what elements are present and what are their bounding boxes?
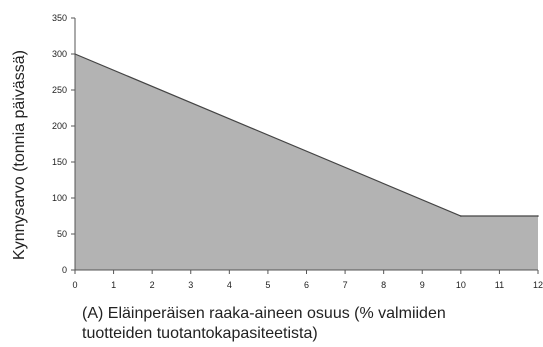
area-fill [75,54,538,270]
y-tick-label: 100 [52,193,67,203]
x-tick-label: 8 [381,280,386,290]
y-tick-label: 300 [52,49,67,59]
y-tick-label: 50 [57,229,67,239]
data-point [460,215,462,217]
x-axis-label-line-1: (A) Eläinperäisen raaka-aineen osuus (% … [82,305,446,322]
x-tick-label: 5 [265,280,270,290]
x-axis-label-line-2: tuotteiden tuotantokapasiteetista) [82,325,318,342]
y-tick-label: 250 [52,85,67,95]
x-tick-label: 2 [150,280,155,290]
x-tick-label: 6 [304,280,309,290]
x-tick-label: 12 [533,280,543,290]
x-tick-label: 7 [343,280,348,290]
y-axis-label: Kynnysarvo (tonnia päivässä) [11,50,28,260]
x-tick-label: 4 [227,280,232,290]
x-tick-label: 1 [111,280,116,290]
x-tick-label: 0 [72,280,77,290]
y-tick-label: 200 [52,121,67,131]
y-tick-label: 0 [62,265,67,275]
x-axis-label: (A) Eläinperäisen raaka-aineen osuus (% … [82,304,537,344]
y-tick-label: 150 [52,157,67,167]
y-tick-label: 350 [52,13,67,23]
x-tick-label: 9 [420,280,425,290]
x-tick-label: 3 [188,280,193,290]
data-point [537,215,539,217]
x-tick-label: 11 [495,280,504,290]
plot-area [74,53,539,270]
x-tick-label: 10 [456,280,466,290]
